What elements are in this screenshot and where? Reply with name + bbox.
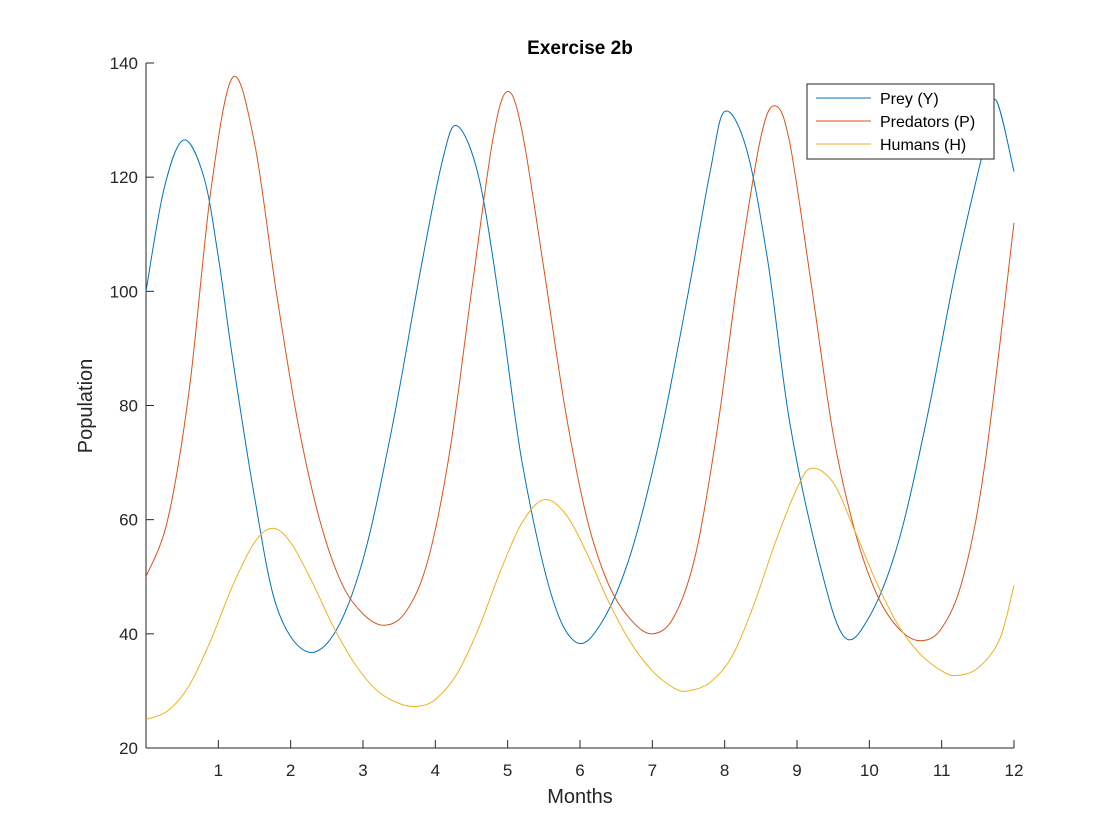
y-tick-label: 100 <box>110 282 138 301</box>
y-tick-label: 60 <box>119 511 138 530</box>
x-axis-label: Months <box>547 786 613 808</box>
x-tick-label: 3 <box>358 761 367 780</box>
y-tick-label: 120 <box>110 168 138 187</box>
x-tick-label: 5 <box>503 761 512 780</box>
series-group <box>145 75 1015 720</box>
series-line-2 <box>145 75 1015 642</box>
y-tick-label: 140 <box>110 54 138 73</box>
y-axis-label: Population <box>75 359 97 454</box>
x-tick-label: 12 <box>1005 761 1024 780</box>
series-line-1 <box>145 98 1015 653</box>
x-tick-label: 1 <box>214 761 223 780</box>
x-tick-label: 11 <box>933 761 951 780</box>
legend: Prey (Y) Predators (P) Humans (H) <box>806 83 995 160</box>
y-tick-label: 20 <box>119 739 138 758</box>
x-tick-label: 2 <box>286 761 295 780</box>
x-tick-label: 9 <box>792 761 801 780</box>
legend-label: Prey (Y) <box>880 91 939 108</box>
y-tick-label: 80 <box>119 397 138 416</box>
x-tick-label: 8 <box>720 761 729 780</box>
y-tick-label: 40 <box>119 625 138 644</box>
x-tick-label: 4 <box>431 761 440 780</box>
legend-label: Predators (P) <box>880 114 975 131</box>
x-tick-label: 6 <box>575 761 584 780</box>
series-line-3 <box>145 467 1015 720</box>
chart-title: Exercise 2b <box>527 38 633 59</box>
legend-label: Humans (H) <box>880 137 966 154</box>
x-tick-label: 7 <box>648 761 657 780</box>
x-tick-label: 10 <box>860 761 879 780</box>
